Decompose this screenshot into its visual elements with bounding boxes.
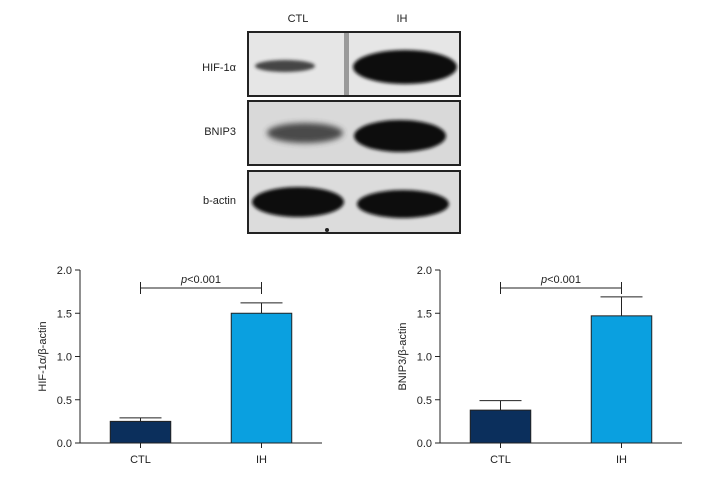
- band-hif1a-ih: [353, 50, 457, 84]
- hif1a-ylabel: HIF-1α/β-actin: [37, 321, 49, 391]
- hif1a-ytick-label-0: 0.0: [57, 438, 72, 450]
- blot-strip-hif1a: [247, 31, 461, 97]
- hif1a-bar-ih: [230, 312, 293, 444]
- bnip3-ytick-label-1: 0.5: [417, 395, 432, 407]
- bnip3-bar-ctl: [469, 409, 532, 444]
- western-blot: CTL IH HIF-1α BNIP3 b-actin: [202, 13, 461, 234]
- row-label-hif1a: HIF-1α: [202, 62, 237, 74]
- band-hif1a-ctl: [255, 60, 315, 72]
- bnip3-ytick-label-4: 2.0: [417, 265, 432, 277]
- row-label-bnip3: BNIP3: [204, 126, 236, 138]
- hif1a-ytick-label-3: 1.5: [57, 308, 72, 320]
- hif1a-ytick-label-2: 1.0: [57, 352, 72, 364]
- bnip3-pvalue: p<0.001: [540, 274, 581, 286]
- bnip3-bar-ih: [590, 315, 653, 444]
- hif1a-bar-ctl: [109, 420, 172, 444]
- lane-label-ih: IH: [397, 13, 408, 25]
- bnip3-ylabel: BNIP3/β-actin: [397, 322, 409, 390]
- blot-strip-bactin: [247, 170, 461, 234]
- chart-hif1a: 0.0 0.5 1.0 1.5 2.0 HIF-1α/β-actin CTL IH p<0.00…: [37, 265, 322, 466]
- hif1a-xtick-label-ih: IH: [256, 454, 267, 466]
- lane-label-ctl: CTL: [288, 13, 309, 25]
- bnip3-xtick-label-ih: IH: [616, 454, 627, 466]
- blot-strip-bnip3: [247, 100, 461, 166]
- bnip3-xtick-label-ctl: CTL: [490, 454, 511, 466]
- hif1a-ytick-label-1: 0.5: [57, 395, 72, 407]
- band-bactin-ctl: [252, 187, 344, 217]
- band-bactin-ih: [357, 190, 449, 218]
- band-bnip3-ih: [354, 120, 446, 152]
- hif1a-xtick-label-ctl: CTL: [130, 454, 151, 466]
- bnip3-ytick-label-3: 1.5: [417, 308, 432, 320]
- hif1a-ytick-label-4: 2.0: [57, 265, 72, 277]
- bnip3-ytick-label-2: 1.0: [417, 352, 432, 364]
- row-label-bactin: b-actin: [203, 195, 236, 207]
- bnip3-ytick-label-0: 0.0: [417, 438, 432, 450]
- hif1a-pvalue: p<0.001: [180, 274, 221, 286]
- chart-bnip3: 0.0 0.5 1.0 1.5 2.0 BNIP3/β-actin CTL IH p<0.001: [397, 265, 682, 466]
- band-bnip3-ctl: [267, 123, 343, 143]
